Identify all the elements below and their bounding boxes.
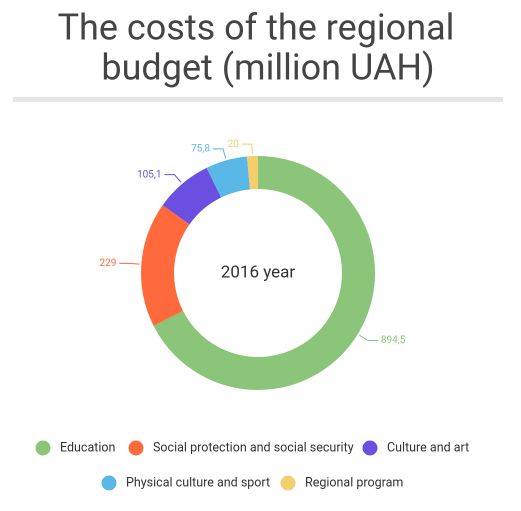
center-label: 2016 year [221, 262, 296, 282]
legend-label: Education [60, 440, 116, 455]
donut-slice [246, 156, 258, 190]
legend-swatch [128, 440, 144, 456]
legend-swatch [101, 475, 117, 491]
value-label: 229 [99, 258, 116, 269]
leader-line [359, 334, 378, 342]
donut-slice [153, 156, 375, 390]
legend-swatch [280, 475, 296, 491]
value-label: 105,1 [137, 169, 161, 180]
leader-line [164, 174, 182, 183]
donut-slice [162, 167, 222, 225]
legend-label: Social protection and social security [153, 440, 354, 455]
value-label: 75,8 [191, 143, 210, 154]
legend-swatch [362, 440, 378, 456]
leader-line [119, 262, 140, 265]
legend-label: Regional program [305, 475, 403, 490]
donut-slice [141, 205, 190, 326]
legend-label: Culture and art [387, 440, 469, 455]
value-label: 894,5 [381, 335, 406, 346]
title-rule [13, 97, 503, 102]
value-label: 20 [228, 139, 240, 150]
legend-label: Physical culture and sport [126, 475, 270, 490]
donut-slice [206, 156, 251, 198]
chart-title: budget (million UAH) [101, 47, 434, 89]
leader-line [213, 148, 227, 159]
leader-line [241, 143, 253, 155]
legend-swatch [35, 440, 51, 456]
chart-title: The costs of the regional [58, 7, 455, 49]
